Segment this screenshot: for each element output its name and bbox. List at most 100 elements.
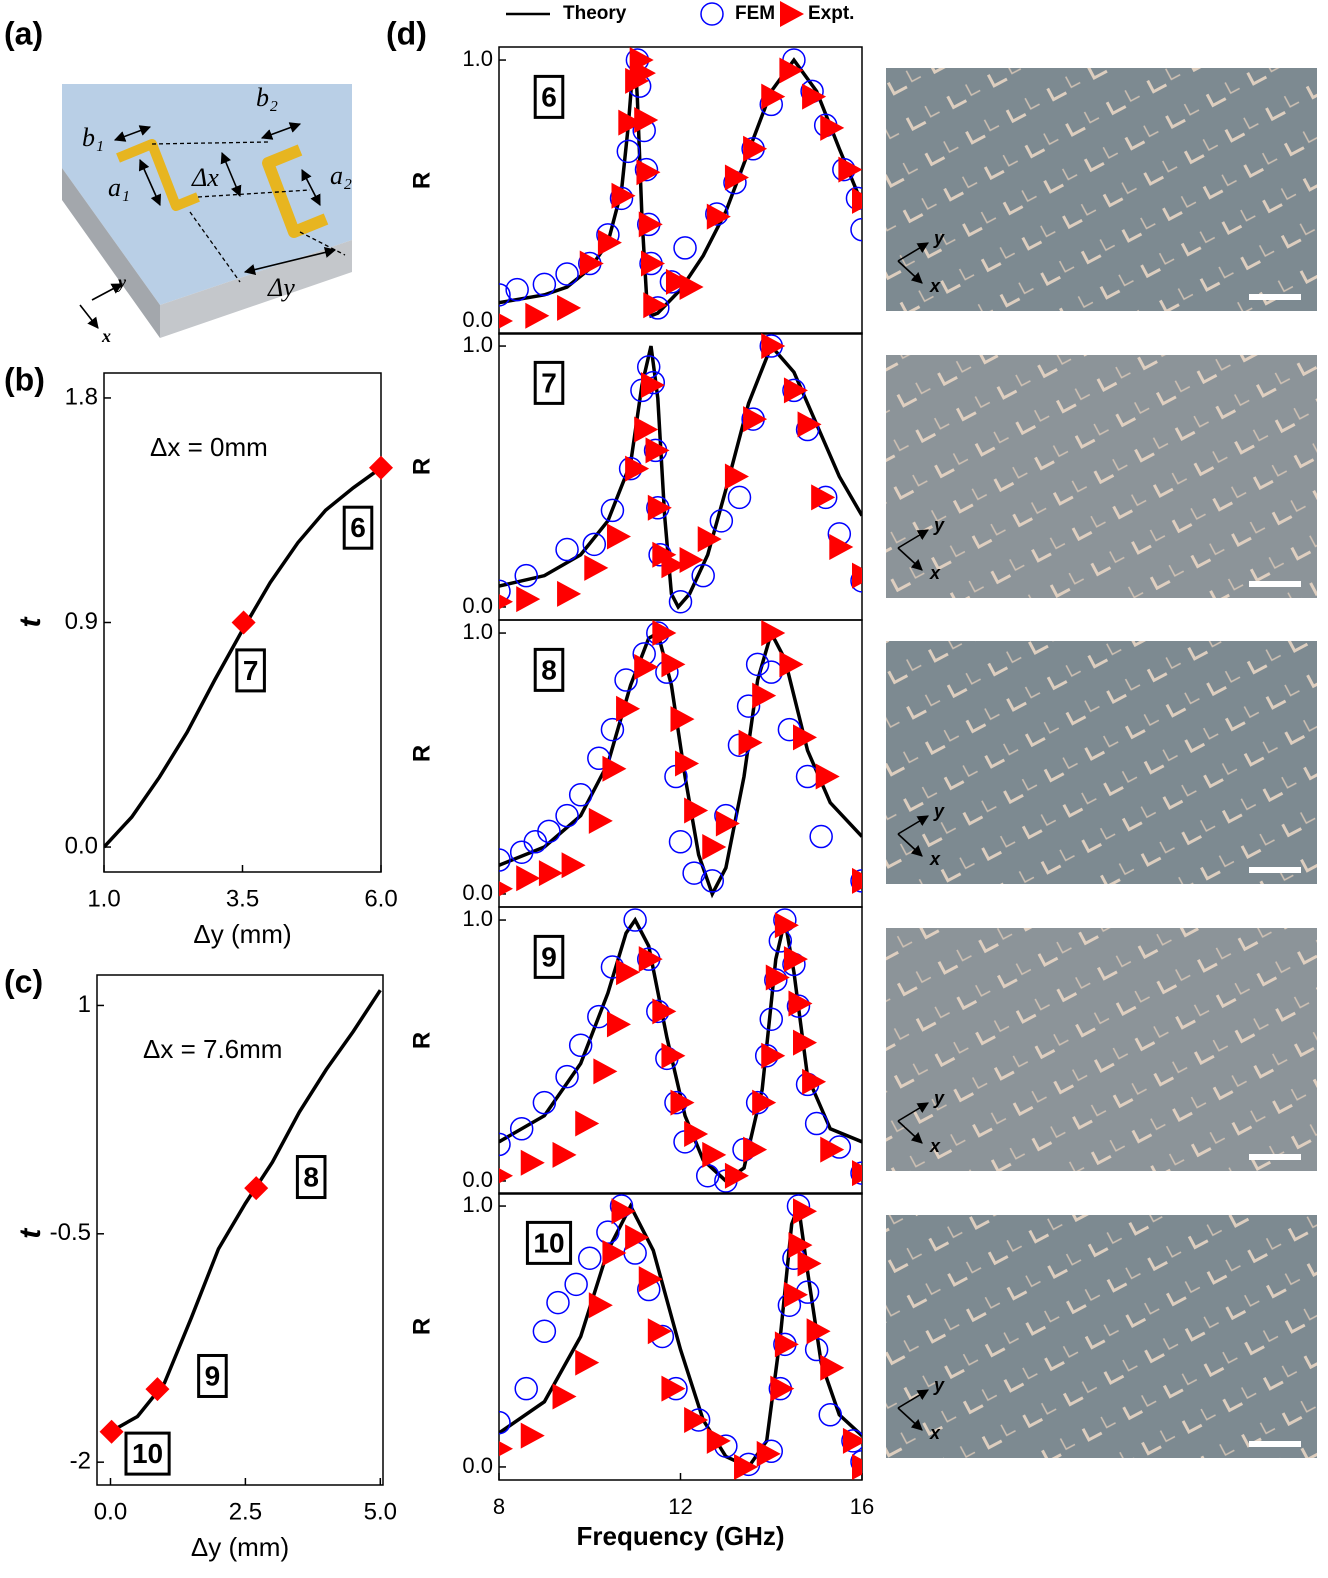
x-tick-label: 16 [850,1494,874,1519]
expt-point [631,60,656,87]
y-tick-label: 0.0 [462,593,493,618]
expt-point [602,1240,627,1267]
expt-point [684,1406,709,1433]
fem-point [668,589,693,614]
legend-label: FEM [735,3,775,24]
y-tick-label: 0.0 [65,832,98,859]
expt-point [634,107,659,134]
expt-point [774,912,799,939]
expt-point [638,211,663,238]
x-tick-label: 1.0 [87,885,120,912]
y-tick-label: 1.8 [65,383,98,410]
annotation: Δx = 7.6mm [143,1034,282,1064]
legend-label: Expt. [808,3,854,24]
x-tick-label: 0.0 [94,1498,127,1525]
point-label: 6 [350,512,366,543]
guide-lines [151,141,346,283]
resonator [116,139,200,211]
label-box [533,934,565,979]
fem-point [499,283,511,307]
expt-point [697,526,722,553]
scale-bar [1249,1154,1301,1160]
expt-point [679,274,704,301]
expt-point [516,586,541,613]
expt-point [665,268,690,295]
y-axis-label: R [408,1318,435,1335]
fem-point [578,1246,602,1270]
expt-point [797,411,822,438]
plot-frame [498,46,863,335]
dimension-label: Δx [191,163,219,192]
expt-point [806,1318,831,1345]
panel-label: (d) [386,15,427,51]
expt-point [684,797,709,824]
expt-point [802,1068,827,1095]
fem-point [499,848,511,872]
fem-point [582,532,607,557]
fem-point [850,569,862,593]
label-box [533,360,565,405]
expt-point [852,1160,862,1187]
fem-point [764,968,788,992]
fem-point [634,157,659,182]
x-tick-label: 3.5 [226,885,259,912]
y-tick-label: 0.0 [462,1167,493,1192]
fem-point [668,830,693,854]
fem-point [532,1319,557,1344]
data-point [99,1419,124,1444]
expt-point [552,1141,577,1168]
y-axis-label: t [14,616,47,628]
expt-point [638,1266,663,1293]
expt-point [788,990,813,1017]
axis-arrow [897,1102,929,1122]
expt-point [706,1427,731,1454]
expt-point [802,83,827,110]
point-label: 8 [303,1162,319,1193]
x-tick-label: 2.5 [229,1498,262,1525]
expt-point [675,750,700,777]
expt-point [602,755,627,782]
y-tick-label: 0.0 [462,1453,493,1478]
fem-point [532,1090,557,1115]
axis-label: y [933,228,945,248]
axis-label: y [116,272,127,292]
x-axis-label: Δy (mm) [191,1532,289,1562]
expt-point [702,833,727,860]
x-tick-label: 8 [493,1494,505,1519]
fem-point [509,1117,534,1141]
y-axis-label: R [408,745,435,762]
expt-point [852,1453,862,1480]
expt-point [702,1141,727,1168]
expt-point [616,959,641,986]
expt-point [647,494,672,521]
expt-point [625,455,650,482]
label-box [235,648,266,693]
y-tick-label: 0.9 [65,608,98,635]
fem-point [499,1410,511,1435]
fem-point [499,579,511,604]
plot-area [499,47,862,329]
expt-point [715,810,740,837]
fem-point [537,819,561,844]
expt-point [611,182,636,209]
expt-point [606,523,631,550]
fem-point [600,717,625,742]
axis-arrow [897,815,929,835]
data-point [369,455,393,480]
theory-line [499,342,862,611]
expt-point [706,203,731,230]
expt-point [575,1349,600,1376]
expt-point [652,620,677,647]
plot-frame [96,974,384,1486]
y-tick-label: 0.0 [462,307,493,332]
expt-point [634,653,659,680]
expt-point [557,294,582,321]
fem-point [568,1033,593,1058]
expt-point [724,1162,749,1189]
expt-point [588,1292,613,1319]
fem-point [568,783,593,807]
photo-pattern [886,1215,1317,1458]
expt-point [793,1198,818,1225]
expt-point [597,229,622,256]
